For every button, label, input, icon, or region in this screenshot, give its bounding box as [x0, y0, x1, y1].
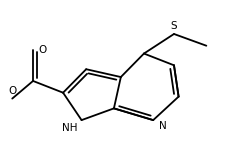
Text: O: O — [8, 86, 16, 96]
Text: N: N — [159, 121, 166, 131]
Text: NH: NH — [62, 123, 78, 133]
Text: O: O — [38, 45, 46, 55]
Text: S: S — [171, 21, 177, 31]
